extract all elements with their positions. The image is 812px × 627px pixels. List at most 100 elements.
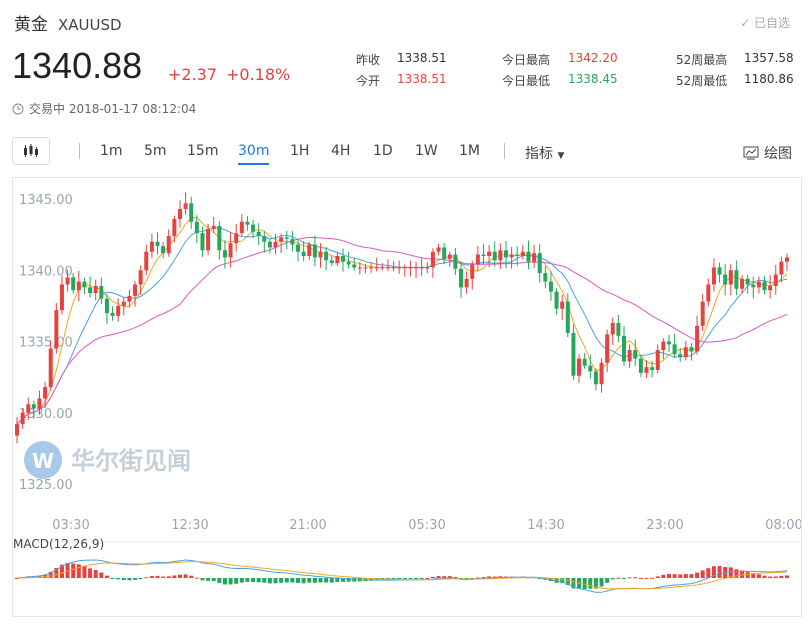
candle-body [785, 257, 789, 262]
candle-body [577, 358, 582, 376]
candle-body [59, 284, 64, 311]
candle-body [391, 267, 396, 269]
candle-body [71, 277, 76, 291]
macd-title: MACD(12,26,9) [13, 537, 104, 551]
candle-body [756, 281, 761, 288]
tab-30m[interactable]: 30m [238, 143, 270, 165]
macd-bar [172, 575, 177, 578]
macd-bar [54, 568, 59, 578]
candle-body [723, 274, 728, 285]
candle-body [369, 267, 374, 269]
macd-bar [644, 577, 649, 579]
candle-body [442, 247, 447, 259]
candle-body [751, 284, 756, 288]
x-tick-label: 14:30 [527, 518, 564, 533]
open-label: 今开 [356, 74, 381, 88]
trade-status: 交易中 2018-01-17 08:12:04 [12, 100, 196, 117]
tab-1mo[interactable]: 1M [459, 143, 480, 159]
candle-body [779, 261, 784, 275]
candle-body [206, 228, 211, 251]
tab-1d[interactable]: 1D [373, 143, 393, 159]
candle-body [526, 251, 531, 262]
moving-average-line [16, 236, 788, 425]
candle-body [408, 267, 413, 269]
tab-15m[interactable]: 15m [187, 143, 219, 159]
macd-bar [93, 570, 98, 578]
macd-bar [189, 575, 194, 578]
macd-bar [144, 577, 149, 579]
macd-bar [425, 577, 430, 579]
macd-bar [234, 578, 239, 584]
candle-body [127, 295, 132, 302]
tab-5m[interactable]: 5m [144, 143, 167, 159]
tab-4h[interactable]: 4H [331, 143, 351, 159]
macd-bar [296, 578, 301, 583]
indicator-dropdown[interactable]: 指标 ▼ [525, 143, 564, 163]
macd-bar [59, 564, 64, 578]
macd-bar [627, 577, 632, 579]
macd-bar [312, 578, 317, 583]
candle-body [116, 305, 121, 316]
w52-low-label: 52周最低 [676, 74, 728, 88]
kline-svg[interactable]: W 华尔街见闻 1345.00 1340.00 1335.00 1330.00 1325… [13, 178, 803, 616]
candle-body [228, 243, 233, 258]
macd-bar [751, 573, 756, 578]
drawing-chart-icon [743, 146, 759, 160]
candle-body [37, 398, 42, 409]
macd-bar [222, 578, 227, 585]
draw-button[interactable]: 绘图 [743, 143, 792, 163]
candle-body [734, 270, 739, 289]
candle-body [177, 208, 182, 219]
candle-body [470, 264, 475, 279]
tab-1m[interactable]: 1m [100, 143, 123, 159]
tab-1h[interactable]: 1H [290, 143, 310, 159]
macd-bar [745, 571, 750, 578]
candle-body [31, 404, 36, 409]
candle-body [82, 281, 87, 288]
macd-dea-line [16, 561, 788, 590]
prev-close-label: 昨收 [356, 53, 381, 67]
candle-body [695, 325, 700, 352]
candle-body [217, 226, 222, 251]
candle-body [340, 256, 345, 262]
candle-body [593, 371, 598, 385]
instrument-name: 黄金 [14, 15, 48, 35]
candle-body [728, 270, 733, 285]
macd-bar [453, 577, 458, 579]
candle-body [425, 267, 430, 269]
candle-body [414, 267, 419, 269]
macd-bar [166, 576, 171, 578]
macd-bar [228, 578, 233, 585]
candle-body [689, 347, 694, 352]
macd-bar [537, 578, 542, 579]
macd-bar [256, 578, 261, 583]
candle-body [267, 241, 272, 248]
macd-bar [655, 576, 660, 578]
macd-bar [756, 574, 761, 578]
macd-bar [183, 574, 188, 578]
price-change-pct: +0.18% [226, 65, 291, 84]
macd-bar [127, 578, 132, 581]
macd-bar [554, 578, 559, 583]
quote-header: 黄金 XAUUSD ✓ 已自选 1340.88 +2.37 +0.18% 交易中 … [0, 0, 812, 130]
candle-body [475, 254, 480, 265]
y-tick-label: 1345.00 [19, 193, 73, 208]
macd-bar [273, 578, 278, 584]
candle-body [582, 358, 587, 366]
macd-bar [717, 565, 722, 578]
tab-1w[interactable]: 1W [415, 143, 438, 159]
candle-body [588, 365, 593, 372]
candle-body [262, 236, 267, 242]
macd-bar [133, 578, 138, 580]
kline-chart[interactable]: W 华尔街见闻 1345.00 1340.00 1335.00 1330.00 1325… [12, 177, 803, 617]
candlestick-type-button[interactable] [12, 137, 50, 165]
candle-body [211, 226, 216, 229]
candle-body [245, 221, 250, 225]
candle-body [222, 250, 227, 258]
macd-bar [104, 575, 109, 578]
candle-body [363, 267, 368, 269]
watermark: W 华尔街见闻 [24, 441, 191, 479]
day-high-value: 1342.20 [568, 51, 618, 65]
watchlist-button[interactable]: ✓ 已自选 [740, 14, 790, 31]
macd-bar [110, 578, 115, 579]
